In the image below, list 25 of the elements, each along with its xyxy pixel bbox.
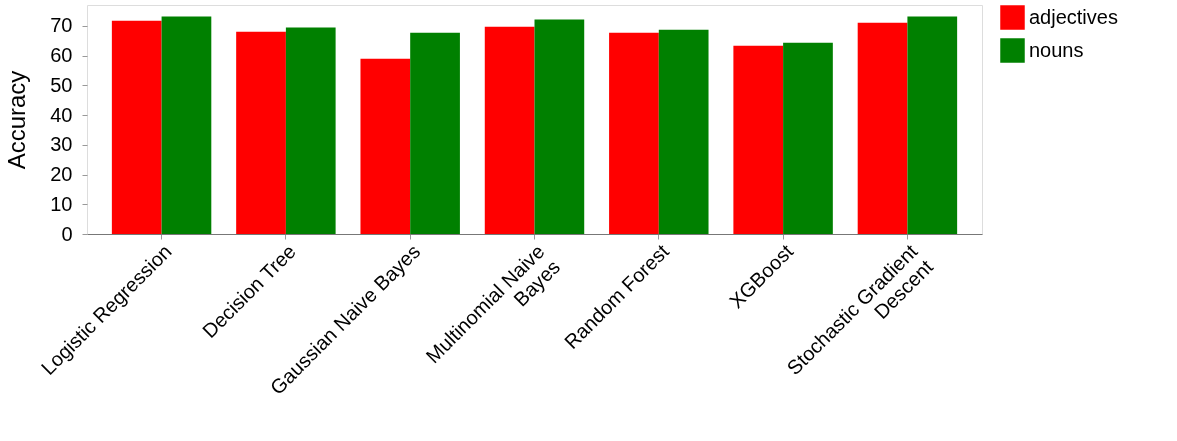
y-tick-label: 30	[50, 133, 73, 156]
bar	[161, 16, 212, 234]
y-tick-label: 40	[50, 103, 73, 126]
bar	[484, 26, 535, 234]
bar	[857, 22, 908, 234]
bar	[907, 16, 958, 234]
bar	[360, 58, 411, 234]
y-tick-label: 70	[50, 14, 73, 37]
bar	[534, 19, 585, 234]
y-tick-label: 50	[50, 73, 73, 96]
bar	[733, 45, 784, 234]
y-tick-label: 60	[50, 44, 73, 67]
legend-label: adjectives	[1029, 5, 1118, 28]
bar	[236, 31, 286, 234]
bar	[658, 29, 709, 234]
y-axis-title: Accuracy	[3, 70, 31, 170]
bar	[111, 20, 162, 234]
y-tick-label: 10	[50, 192, 73, 215]
y-tick-label: 20	[50, 163, 73, 186]
y-tick-label: 0	[61, 222, 73, 245]
bar	[285, 27, 336, 234]
bar	[410, 32, 460, 234]
bar	[783, 42, 833, 234]
legend-label: nouns	[1029, 38, 1084, 61]
bar	[609, 32, 659, 234]
